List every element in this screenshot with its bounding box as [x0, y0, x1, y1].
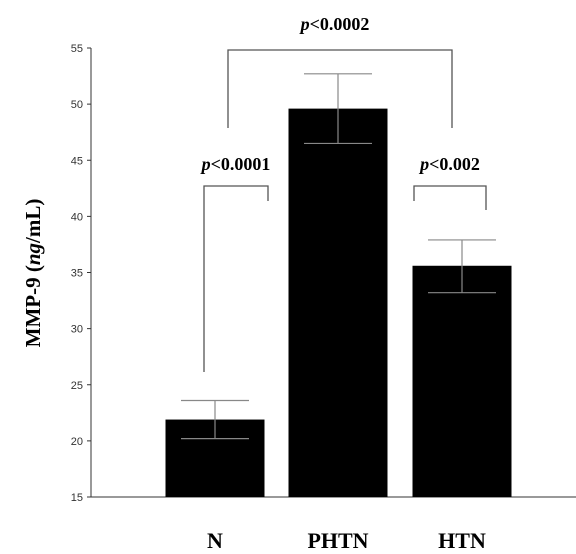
y-tick-label: 55 — [71, 43, 83, 55]
p-value-label: p<0.002 — [418, 154, 480, 174]
y-tick-label: 30 — [71, 324, 83, 336]
x-tick-label: N — [207, 528, 223, 553]
y-tick-label: 50 — [71, 99, 83, 111]
y-tick-label: 15 — [71, 492, 83, 504]
significance-brackets: p<0.0001 p<0.002 p<0.0002 — [200, 14, 487, 372]
significance-bracket-2 — [413, 185, 487, 210]
y-tick-label: 25 — [71, 380, 83, 392]
bar-htn — [412, 265, 512, 497]
x-tick-label: HTN — [438, 528, 486, 553]
x-tick-label: PHTN — [307, 528, 368, 553]
bar-phtn — [288, 108, 388, 498]
y-tick-label: 20 — [71, 436, 83, 448]
category-labels: N PHTN HTN — [207, 528, 486, 553]
bars — [165, 108, 512, 498]
y-tick-label: 40 — [71, 211, 83, 223]
y-tick-label: 35 — [71, 268, 83, 280]
p-value-label: p<0.0002 — [299, 14, 370, 34]
significance-bracket-1 — [203, 185, 269, 372]
y-tick-label: 45 — [71, 155, 83, 167]
significance-bracket-3 — [227, 49, 453, 128]
p-value-label: p<0.0001 — [200, 154, 271, 174]
y-axis-label: MMP-9 (ng/mL) — [21, 199, 45, 348]
error-bars — [181, 73, 496, 440]
